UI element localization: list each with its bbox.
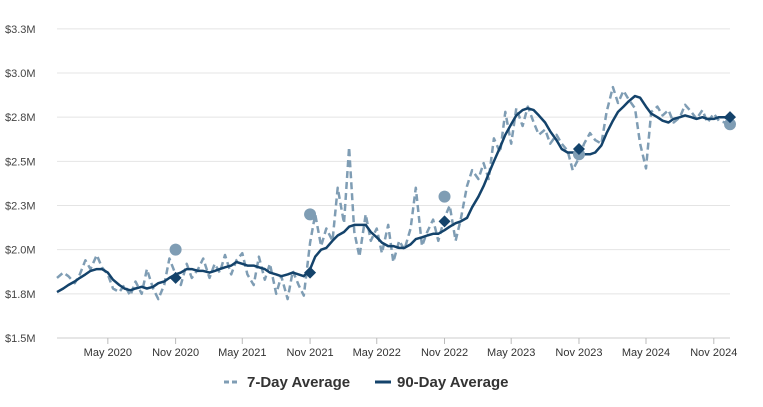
y-tick-label: $2.5M bbox=[5, 156, 36, 168]
series-line-90-day-average bbox=[56, 94, 731, 294]
marker-90-day-average bbox=[169, 271, 182, 284]
grid-lines bbox=[57, 28, 730, 339]
marker-7-day-average bbox=[169, 243, 182, 256]
x-tick-label: May 2021 bbox=[218, 347, 266, 359]
marker-7-day-average bbox=[304, 208, 317, 221]
chart-legend[interactable]: 7-Day Average 90-Day Average bbox=[224, 374, 508, 391]
y-tick-label: $2.0M bbox=[5, 245, 36, 257]
x-tick-label: May 2020 bbox=[84, 347, 132, 359]
legend-label-7-day: 7-Day Average bbox=[247, 374, 350, 391]
x-tick-label: May 2023 bbox=[487, 347, 535, 359]
x-tick-label: Nov 2022 bbox=[421, 347, 468, 359]
x-axis-ticks: May 2020 Nov 2020 May 2021 Nov 2021 May 2022… bbox=[84, 338, 737, 359]
legend-item-7-day-average[interactable]: 7-Day Average bbox=[224, 374, 350, 391]
series-markers bbox=[169, 111, 736, 284]
y-axis-ticks: $1.5M $1.8M $2.0M $2.3M $2.5M $2.8M $3.0M $3.3M bbox=[5, 24, 36, 345]
x-tick-label: Nov 2021 bbox=[287, 347, 334, 359]
y-tick-label: $1.5M bbox=[5, 333, 36, 345]
legend-item-90-day-average[interactable]: 90-Day Average bbox=[375, 374, 508, 391]
marker-90-day-average bbox=[438, 215, 451, 228]
marker-7-day-average bbox=[724, 118, 736, 131]
marker-7-day-average bbox=[438, 190, 451, 203]
y-tick-label: $2.8M bbox=[5, 112, 36, 124]
y-tick-label: $3.3M bbox=[5, 24, 36, 36]
x-tick-label: Nov 2023 bbox=[555, 347, 602, 359]
marker-90-day-average bbox=[572, 142, 585, 155]
x-tick-label: Nov 2024 bbox=[690, 347, 737, 359]
x-tick-label: May 2024 bbox=[622, 347, 670, 359]
x-tick-label: May 2022 bbox=[353, 347, 401, 359]
y-tick-label: $2.3M bbox=[5, 201, 36, 213]
marker-90-day-average bbox=[304, 266, 317, 279]
series-line-7-day-average bbox=[56, 85, 731, 301]
marker-90-day-average bbox=[724, 111, 736, 124]
y-tick-label: $1.8M bbox=[5, 289, 36, 301]
x-tick-label: Nov 2020 bbox=[152, 347, 199, 359]
legend-label-90-day: 90-Day Average bbox=[397, 374, 508, 391]
y-tick-label: $3.0M bbox=[5, 68, 36, 80]
